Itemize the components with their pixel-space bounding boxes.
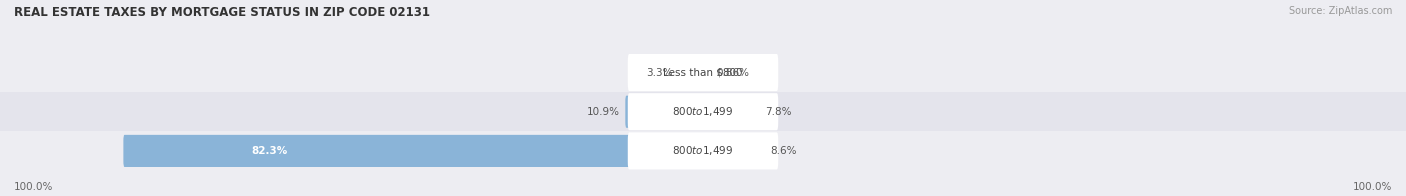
Text: $800 to $1,499: $800 to $1,499: [672, 105, 734, 118]
Text: Less than $800: Less than $800: [664, 67, 742, 78]
Text: 3.3%: 3.3%: [647, 67, 672, 78]
Text: 10.9%: 10.9%: [586, 107, 619, 117]
FancyBboxPatch shape: [679, 56, 704, 89]
Bar: [0, 131, 1406, 171]
Text: Source: ZipAtlas.com: Source: ZipAtlas.com: [1288, 6, 1392, 16]
Text: 0.86%: 0.86%: [716, 67, 749, 78]
FancyBboxPatch shape: [702, 56, 710, 89]
Bar: [0, 53, 1406, 92]
FancyBboxPatch shape: [627, 93, 779, 130]
FancyBboxPatch shape: [702, 135, 765, 167]
Text: REAL ESTATE TAXES BY MORTGAGE STATUS IN ZIP CODE 02131: REAL ESTATE TAXES BY MORTGAGE STATUS IN …: [14, 6, 430, 19]
Text: 8.6%: 8.6%: [770, 146, 797, 156]
FancyBboxPatch shape: [124, 135, 704, 167]
Bar: [0, 92, 1406, 131]
FancyBboxPatch shape: [627, 54, 779, 91]
Text: 7.8%: 7.8%: [765, 107, 792, 117]
Text: 100.0%: 100.0%: [14, 182, 53, 192]
Text: $800 to $1,499: $800 to $1,499: [672, 144, 734, 157]
Text: 82.3%: 82.3%: [250, 146, 287, 156]
FancyBboxPatch shape: [627, 132, 779, 170]
FancyBboxPatch shape: [626, 96, 704, 128]
FancyBboxPatch shape: [702, 96, 759, 128]
Text: 100.0%: 100.0%: [1353, 182, 1392, 192]
